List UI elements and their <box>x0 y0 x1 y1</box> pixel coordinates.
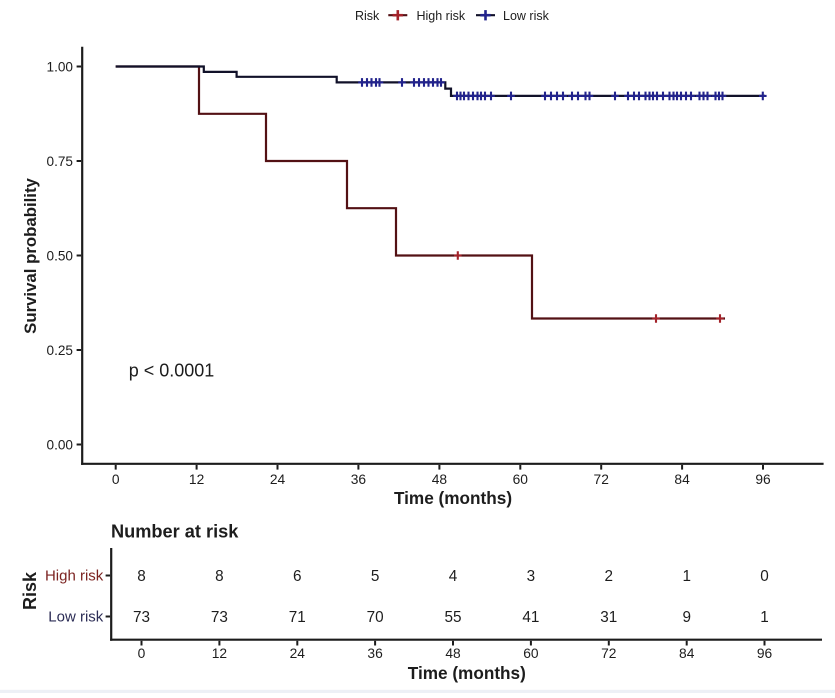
svg-text:Time (months): Time (months) <box>394 488 512 508</box>
svg-text:31: 31 <box>600 609 617 626</box>
svg-text:Survival probability: Survival probability <box>21 177 40 333</box>
svg-text:36: 36 <box>367 646 383 661</box>
svg-text:84: 84 <box>679 646 695 661</box>
svg-text:73: 73 <box>211 609 228 626</box>
svg-text:71: 71 <box>289 609 306 626</box>
svg-text:8: 8 <box>137 568 146 585</box>
svg-text:0.25: 0.25 <box>47 343 73 358</box>
svg-text:9: 9 <box>682 609 691 626</box>
svg-text:6: 6 <box>293 568 302 585</box>
svg-text:5: 5 <box>371 568 380 585</box>
svg-text:4: 4 <box>449 568 458 585</box>
svg-text:0: 0 <box>138 646 146 661</box>
svg-text:1: 1 <box>760 609 769 626</box>
svg-text:Low risk: Low risk <box>503 9 550 23</box>
svg-text:60: 60 <box>523 646 539 661</box>
svg-text:48: 48 <box>445 646 461 661</box>
svg-text:1.00: 1.00 <box>47 59 74 74</box>
svg-text:70: 70 <box>367 609 384 626</box>
svg-text:2: 2 <box>605 568 614 585</box>
svg-text:73: 73 <box>133 609 150 626</box>
svg-text:48: 48 <box>432 472 448 487</box>
svg-text:Low risk: Low risk <box>48 609 104 626</box>
svg-text:60: 60 <box>513 472 529 487</box>
svg-text:Risk: Risk <box>355 9 380 23</box>
svg-text:72: 72 <box>601 646 616 661</box>
svg-text:96: 96 <box>757 646 773 661</box>
svg-text:55: 55 <box>444 609 461 626</box>
svg-text:12: 12 <box>212 646 227 661</box>
svg-text:Number at risk: Number at risk <box>111 522 239 542</box>
svg-text:0: 0 <box>760 568 769 585</box>
svg-text:96: 96 <box>755 472 771 487</box>
svg-text:Time (months): Time (months) <box>408 663 526 683</box>
svg-text:0.00: 0.00 <box>47 437 74 452</box>
svg-text:3: 3 <box>527 568 536 585</box>
svg-text:High risk: High risk <box>417 9 466 23</box>
svg-text:p < 0.0001: p < 0.0001 <box>129 361 215 381</box>
svg-text:36: 36 <box>351 472 367 487</box>
svg-text:84: 84 <box>674 472 690 487</box>
svg-text:41: 41 <box>522 609 539 626</box>
svg-text:Risk: Risk <box>20 571 40 610</box>
svg-text:0.50: 0.50 <box>47 248 74 263</box>
svg-text:0: 0 <box>112 472 120 487</box>
svg-text:8: 8 <box>215 568 224 585</box>
svg-text:24: 24 <box>270 472 286 487</box>
svg-text:12: 12 <box>189 472 204 487</box>
svg-text:1: 1 <box>682 568 691 585</box>
svg-text:High risk: High risk <box>45 568 104 585</box>
svg-text:0.75: 0.75 <box>47 154 73 169</box>
svg-text:72: 72 <box>594 472 609 487</box>
svg-text:24: 24 <box>290 646 306 661</box>
